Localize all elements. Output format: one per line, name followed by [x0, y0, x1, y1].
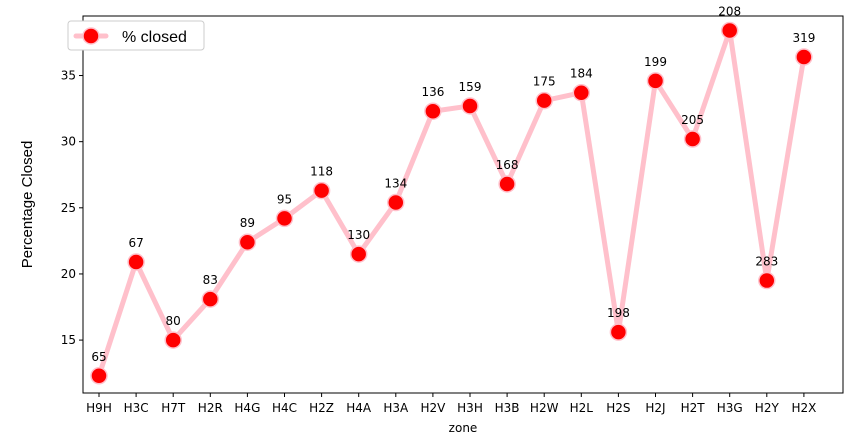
- data-label: 198: [607, 306, 630, 320]
- data-point: [312, 181, 331, 200]
- data-label: 134: [384, 177, 407, 191]
- y-tick-label: 30: [61, 135, 76, 149]
- x-tick-label: H2J: [645, 401, 665, 415]
- data-label: 130: [347, 228, 370, 242]
- y-axis-ticks: 15 20 25 30 35: [61, 69, 83, 347]
- legend-label: % closed: [122, 29, 187, 46]
- data-point: [238, 233, 257, 251]
- x-tick-label: H3A: [383, 401, 409, 415]
- data-label: 159: [459, 80, 482, 94]
- x-tick-label: H3G: [717, 401, 743, 415]
- x-tick-label: H2R: [198, 401, 223, 415]
- data-point: [683, 130, 702, 148]
- data-label: 89: [240, 216, 255, 230]
- data-label: 168: [496, 158, 519, 172]
- x-tick-label: H2Y: [755, 401, 780, 415]
- data-point: [424, 102, 442, 120]
- x-tick-label: H2T: [681, 401, 706, 415]
- x-tick-label: H3B: [495, 401, 520, 415]
- data-label: 95: [277, 192, 292, 206]
- data-point: [758, 271, 776, 290]
- data-point: [609, 323, 628, 341]
- x-tick-label: H2S: [606, 401, 630, 415]
- y-tick-label: 20: [61, 267, 76, 281]
- data-label: 65: [91, 350, 106, 364]
- data-point: [498, 175, 516, 193]
- data-label: 136: [421, 85, 444, 99]
- y-tick-label: 25: [61, 201, 76, 215]
- x-tick-label: H7T: [161, 401, 186, 415]
- data-point: [387, 193, 405, 212]
- data-point: [164, 331, 182, 349]
- y-tick-label: 35: [61, 69, 76, 83]
- plot-frame: [82, 15, 844, 394]
- data-point: [461, 97, 479, 115]
- legend-marker-swatch: [82, 27, 100, 45]
- data-point: [795, 48, 813, 66]
- x-tick-label: H2V: [420, 401, 446, 415]
- y-axis-title: Percentage Closed: [19, 141, 36, 269]
- data-point: [646, 72, 665, 90]
- data-point: [127, 253, 145, 271]
- x-tick-label: H3H: [457, 401, 483, 415]
- y-tick-label: 15: [61, 333, 76, 347]
- data-label: 118: [310, 165, 333, 179]
- data-label: 175: [533, 75, 556, 89]
- x-tick-label: H4G: [234, 401, 260, 415]
- x-axis-title: zone: [449, 421, 478, 435]
- x-tick-label: H4C: [272, 401, 297, 415]
- data-label: 205: [681, 113, 704, 127]
- x-tick-label: H2L: [570, 401, 594, 415]
- data-point: [720, 21, 739, 40]
- plot-area: 65 67 80 83 89 95 118 130 134 136 159 168 175 184 198 1…: [82, 5, 844, 394]
- data-label: 283: [755, 255, 778, 269]
- series-line: [96, 28, 807, 379]
- x-tick-label: H2Z: [309, 401, 334, 415]
- data-point: [275, 209, 294, 228]
- x-tick-label: H2X: [791, 401, 816, 415]
- data-label: 208: [718, 5, 741, 19]
- x-tick-label: H2W: [530, 401, 559, 415]
- data-label: 80: [166, 314, 181, 328]
- data-label: 67: [128, 236, 143, 250]
- data-label: 199: [644, 55, 667, 69]
- data-point: [90, 367, 108, 385]
- x-tick-label: H3C: [124, 401, 149, 415]
- data-label: 83: [203, 273, 218, 287]
- data-point: [201, 290, 220, 308]
- data-point: [535, 91, 553, 110]
- x-axis-ticks: H9H H3C H7T H2R H4G H4C H2Z H4A H3A H2V H3H H3B H2W H…: [86, 393, 816, 415]
- legend: % closed: [67, 20, 205, 51]
- x-tick-label: H4A: [346, 401, 372, 415]
- x-tick-label: H9H: [86, 401, 112, 415]
- data-label: 184: [570, 67, 593, 81]
- data-label: 319: [792, 31, 815, 45]
- legend-box: [67, 20, 205, 51]
- data-point: [572, 83, 591, 102]
- data-point: [349, 245, 368, 263]
